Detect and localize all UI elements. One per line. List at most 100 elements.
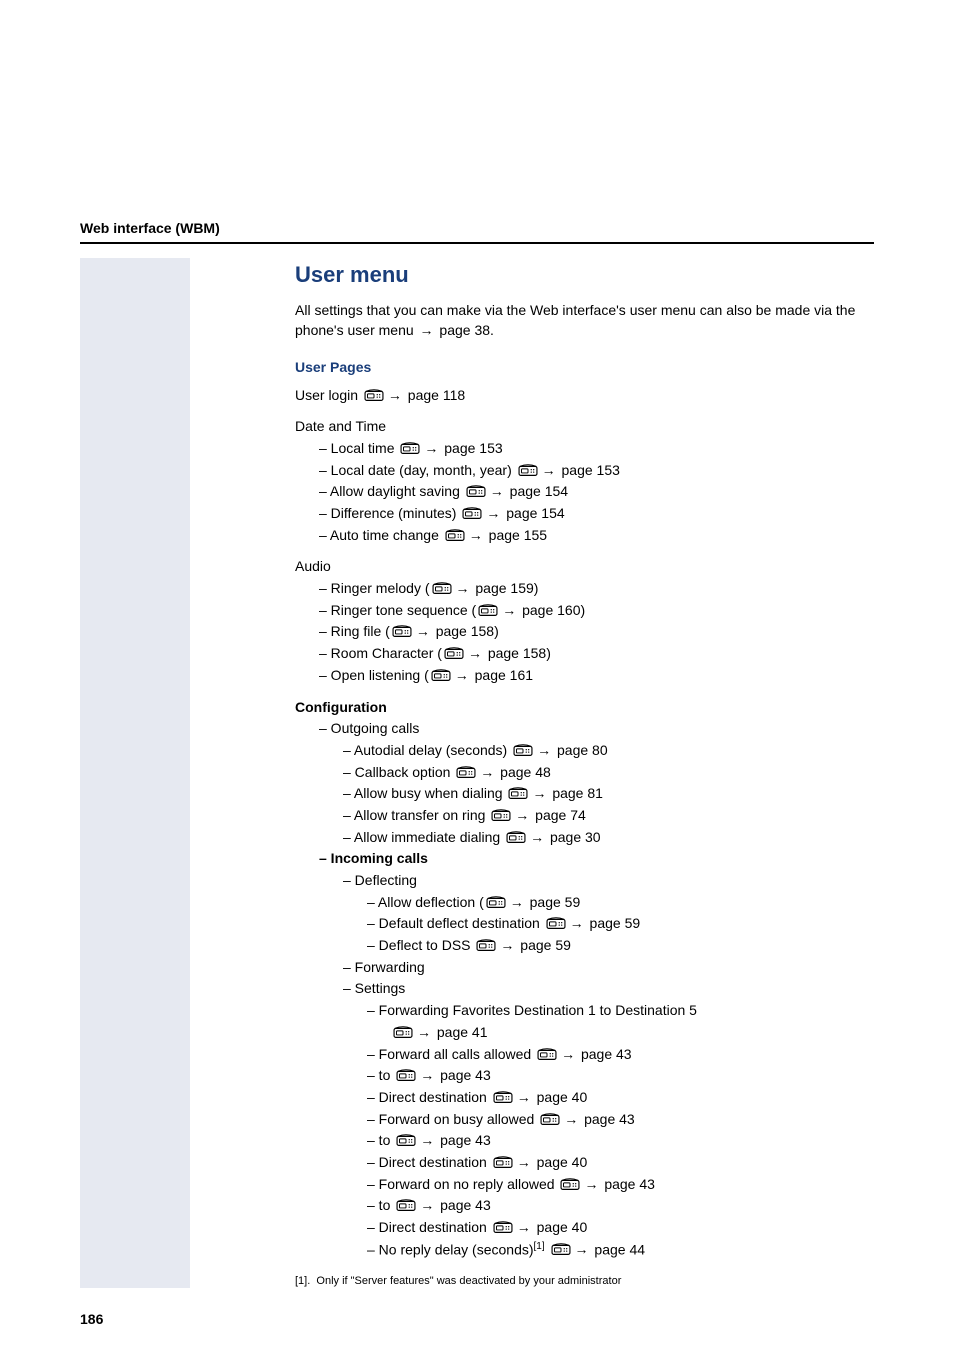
item-page: page 59 <box>516 937 571 953</box>
arrow-icon: → <box>386 387 404 403</box>
phone-icon <box>493 1156 513 1169</box>
arrow-icon: → <box>528 829 546 845</box>
item-text: – to <box>367 1132 394 1148</box>
audio-label: Audio <box>295 556 874 578</box>
item-page: page 59 <box>586 915 641 931</box>
list-item: – Difference (minutes) → page 154 <box>319 503 874 525</box>
item-text: – Local date (day, month, year) <box>319 462 516 478</box>
noreply-sup: [1] <box>534 1241 545 1252</box>
arrow-icon: → <box>573 1241 591 1257</box>
item-page: page 43 <box>600 1176 655 1192</box>
item-text: – Ringer melody ( <box>319 580 430 596</box>
item-text: – Open listening ( <box>319 667 429 683</box>
list-item: – Allow deflection (→ page 59 <box>367 892 874 914</box>
item-page: page 43 <box>436 1132 491 1148</box>
list-item: – Allow transfer on ring → page 74 <box>343 805 874 827</box>
phone-icon <box>476 939 496 952</box>
item-page: page 40 <box>533 1089 588 1105</box>
item-page: page 158) <box>484 645 551 661</box>
forwarding-label: – Forwarding <box>343 957 874 979</box>
arrow-icon: → <box>422 440 440 456</box>
noreply-page: page 44 <box>591 1241 646 1257</box>
configuration-label: Configuration <box>295 697 874 719</box>
item-text: – Default deflect destination <box>367 915 544 931</box>
list-item: – Ringer tone sequence (→ page 160) <box>319 600 874 622</box>
arrow-icon: → <box>418 1132 436 1148</box>
user-pages-heading: User Pages <box>295 359 874 375</box>
arrow-icon: → <box>488 483 506 499</box>
settings-first-line: – Forwarding Favorites Destination 1 to … <box>367 1000 874 1022</box>
arrow-icon: → <box>418 1067 436 1083</box>
item-text: – to <box>367 1067 394 1083</box>
arrow-icon: → <box>513 807 531 823</box>
arrow-icon: → <box>535 742 553 758</box>
phone-icon <box>392 625 412 638</box>
item-page: page 154 <box>502 505 564 521</box>
incoming-calls-label: – Incoming calls <box>319 848 874 870</box>
arrow-icon: → <box>418 1197 436 1213</box>
item-page: page 159) <box>472 580 539 596</box>
footnote-marker: [1]. <box>295 1275 310 1287</box>
item-text: – Deflect to DSS <box>367 937 474 953</box>
item-text: – Allow busy when dialing <box>343 785 506 801</box>
phone-icon <box>513 744 533 757</box>
arrow-icon: → <box>530 785 548 801</box>
item-text: – Autodial delay (seconds) <box>343 742 511 758</box>
date-time-label: Date and Time <box>295 416 874 438</box>
list-item: – to → page 43 <box>367 1130 874 1152</box>
list-item: – Room Character (→ page 158) <box>319 643 874 665</box>
phone-icon <box>537 1048 557 1061</box>
arrow-icon: → <box>453 667 471 683</box>
settings-label: – Settings <box>343 978 874 1000</box>
document-page: Web interface (WBM) User menu All settin… <box>0 0 954 1347</box>
header-rule <box>80 242 874 244</box>
phone-icon <box>486 896 506 909</box>
list-item: – Allow immediate dialing → page 30 <box>343 827 874 849</box>
item-text: – Callback option <box>343 764 454 780</box>
item-text: – Local time <box>319 440 398 456</box>
item-page: page 43 <box>577 1046 632 1062</box>
list-item: – Deflect to DSS → page 59 <box>367 935 874 957</box>
item-text: – Forward on no reply allowed <box>367 1176 558 1192</box>
settings-first-text: – Forwarding Favorites Destination 1 to … <box>367 1002 697 1018</box>
list-item: – Allow daylight saving → page 154 <box>319 481 874 503</box>
phone-icon <box>400 442 420 455</box>
list-item: – Default deflect destination → page 59 <box>367 913 874 935</box>
list-item: – Direct destination → page 40 <box>367 1087 874 1109</box>
arrow-icon: → <box>484 505 502 521</box>
item-page: page 43 <box>580 1111 635 1127</box>
phone-icon <box>445 529 465 542</box>
item-text: – Forward all calls allowed <box>367 1046 535 1062</box>
page-number: 186 <box>80 1311 103 1327</box>
arrow-icon: → <box>415 1024 433 1040</box>
footnote: [1]. Only if "Server features" was deact… <box>295 1275 874 1287</box>
item-page: page 30 <box>546 829 601 845</box>
arrow-icon: → <box>466 645 484 661</box>
list-item: – Ringer melody ( → page 159) <box>319 578 874 600</box>
list-item: – Forward on busy allowed → page 43 <box>367 1109 874 1131</box>
arrow-icon: → <box>515 1219 533 1235</box>
arrow-icon: → <box>515 1089 533 1105</box>
item-page: page 59 <box>526 894 581 910</box>
list-item: – Forward all calls allowed → page 43 <box>367 1044 874 1066</box>
item-text: – Difference (minutes) <box>319 505 460 521</box>
item-page: page 81 <box>548 785 603 801</box>
item-text: – Direct destination <box>367 1154 491 1170</box>
arrow-icon: → <box>500 602 518 618</box>
item-page: page 154 <box>506 483 568 499</box>
item-page: page 80 <box>553 742 608 758</box>
item-page: page 40 <box>533 1154 588 1170</box>
item-page: page 48 <box>496 764 551 780</box>
arrow-icon: → <box>582 1176 600 1192</box>
phone-icon <box>396 1134 416 1147</box>
list-item: – to → page 43 <box>367 1195 874 1217</box>
settings-first-page: → page 41 <box>367 1022 874 1044</box>
list-item: – to → page 43 <box>367 1065 874 1087</box>
list-item: – Local date (day, month, year) → page 1… <box>319 460 874 482</box>
arrow-icon: → <box>515 1154 533 1170</box>
phone-icon <box>432 582 452 595</box>
list-item: – Callback option → page 48 <box>343 762 874 784</box>
intro-text-a: All settings that you can make via the W… <box>295 302 855 338</box>
list-item: – Ring file (→ page 158) <box>319 621 874 643</box>
arrow-icon: → <box>454 580 472 596</box>
